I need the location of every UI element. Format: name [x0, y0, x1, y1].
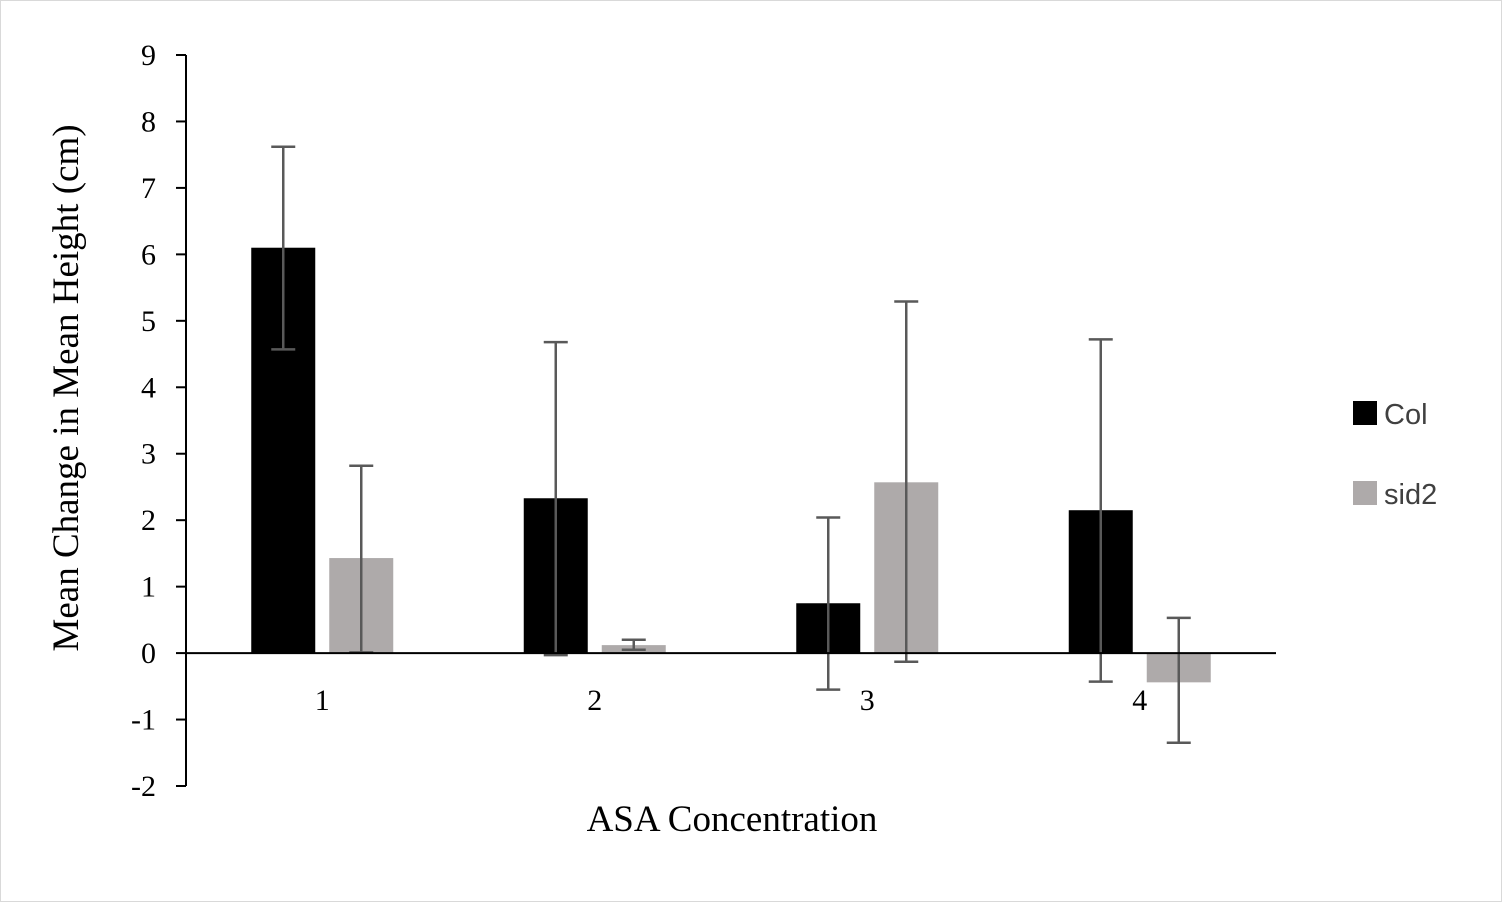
y-tick-label: -1: [131, 704, 156, 737]
y-axis-title: Mean Change in Mean Height (cm): [46, 124, 87, 651]
legend: Col sid2: [1353, 399, 1437, 511]
y-ticks: 9 8 7 6 5 4 3 2 1 0 -1 -2: [131, 39, 186, 803]
x-axis-title: ASA Concentration: [587, 799, 878, 840]
y-tick-label: -2: [131, 770, 156, 803]
x-ticks: 1 2 3 4: [315, 684, 1148, 717]
y-tick-label: 6: [141, 238, 156, 271]
legend-swatch-sid2: [1353, 481, 1377, 505]
x-tick-label: 3: [860, 684, 875, 717]
legend-label-col: Col: [1384, 399, 1428, 431]
y-tick-label: 8: [141, 105, 156, 138]
x-tick-label: 1: [315, 684, 330, 717]
error-bar-col-1: [271, 145, 296, 351]
y-tick-label: 1: [141, 571, 156, 604]
error-bar-col-4: [1088, 338, 1113, 683]
error-bar-col-2: [543, 340, 568, 657]
y-tick-label: 3: [141, 438, 156, 471]
error-bar-sid2-2: [621, 638, 646, 652]
error-bar-col-3: [816, 516, 841, 691]
y-tick-label: 5: [141, 305, 156, 338]
y-tick-label: 0: [141, 637, 156, 670]
bars-layer: [251, 247, 1211, 683]
y-tick-label: 7: [141, 172, 156, 205]
y-tick-label: 4: [141, 371, 156, 404]
error-bar-sid2-4: [1166, 616, 1191, 745]
legend-swatch-col: [1353, 401, 1377, 425]
error-bars-layer: [271, 145, 1191, 745]
x-tick-label: 4: [1132, 684, 1147, 717]
y-tick-label: 2: [141, 504, 156, 537]
error-bar-sid2-3: [894, 300, 919, 663]
legend-label-sid2: sid2: [1384, 479, 1437, 511]
x-tick-label: 2: [587, 684, 602, 717]
y-tick-label: 9: [141, 39, 156, 72]
